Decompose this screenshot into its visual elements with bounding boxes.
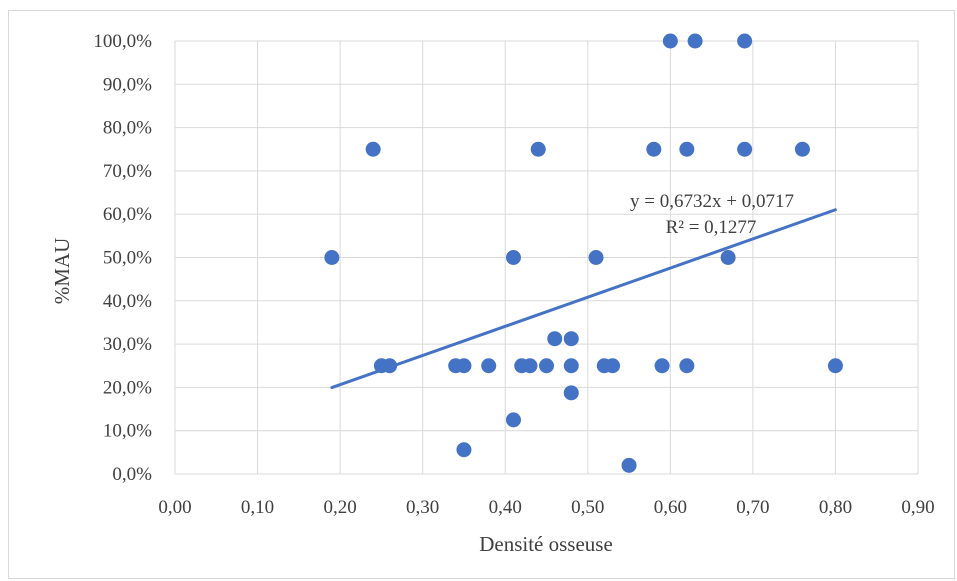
y-tick-label: 80,0% [103, 118, 152, 139]
x-tick-label: 0,70 [736, 497, 769, 518]
y-tick-label: 100,0% [93, 31, 152, 52]
y-tick-label: 30,0% [103, 334, 152, 355]
data-point [522, 358, 538, 374]
data-point [505, 250, 521, 265]
x-tick-label: 0,00 [158, 497, 191, 518]
data-point [563, 385, 579, 401]
data-point [794, 141, 810, 157]
data-point [654, 358, 670, 374]
y-tick-label: 40,0% [103, 291, 152, 312]
data-point [621, 457, 637, 473]
trendline-layer [330, 208, 837, 390]
y-tick-label: 70,0% [103, 161, 152, 182]
y-axis-title: %MAU [50, 238, 74, 305]
x-tick-label: 0,80 [819, 497, 852, 518]
y-tick-label: 50,0% [103, 248, 152, 269]
data-point [605, 358, 621, 374]
data-point [737, 141, 753, 157]
data-point [662, 33, 678, 49]
grid-lines [174, 40, 919, 475]
x-tick-label: 0,30 [406, 497, 439, 518]
x-tick-label: 0,60 [654, 497, 687, 518]
trendline [330, 208, 837, 390]
data-point [827, 358, 843, 374]
x-tick-label: 0,50 [571, 497, 604, 518]
trendline-equation: y = 0,6732x + 0,0717 [630, 191, 794, 212]
y-tick-label: 90,0% [103, 74, 152, 95]
data-point [481, 358, 497, 374]
data-point [563, 358, 579, 374]
data-point [720, 250, 736, 265]
y-tick-labels: 0,0% 10,0% 20,0% 30,0% 40,0% 50,0% 60,0% 70,0% 8… [93, 31, 152, 485]
data-point [324, 250, 340, 265]
y-tick-label: 60,0% [103, 204, 152, 225]
data-point [679, 141, 695, 157]
x-tick-label: 0,40 [489, 497, 522, 518]
data-point [382, 358, 398, 374]
x-tick-label: 0,10 [241, 497, 274, 518]
data-point [646, 141, 662, 157]
y-tick-label: 0,0% [112, 464, 152, 485]
x-axis-title: Densité osseuse [479, 532, 613, 556]
data-point [547, 331, 563, 347]
data-point [687, 33, 703, 49]
data-point [365, 141, 381, 157]
y-tick-label: 20,0% [103, 377, 152, 398]
data-point [456, 358, 472, 374]
trendline-r-squared: R² = 0,1277 [666, 217, 757, 238]
x-tick-labels: 0,00 0,10 0,20 0,30 0,40 0,50 0,60 0,70 0,80 0,90 [158, 497, 934, 518]
x-tick-label: 0,20 [323, 497, 356, 518]
data-point [588, 250, 604, 265]
data-point [679, 358, 695, 374]
data-points [324, 33, 843, 473]
y-tick-label: 10,0% [103, 421, 152, 442]
data-point [505, 412, 521, 428]
chart-frame [8, 10, 955, 579]
x-tick-label: 0,90 [901, 497, 934, 518]
data-point [737, 33, 753, 49]
data-point [563, 331, 579, 347]
data-point [539, 358, 554, 374]
data-point [456, 442, 472, 458]
data-point [530, 141, 546, 157]
